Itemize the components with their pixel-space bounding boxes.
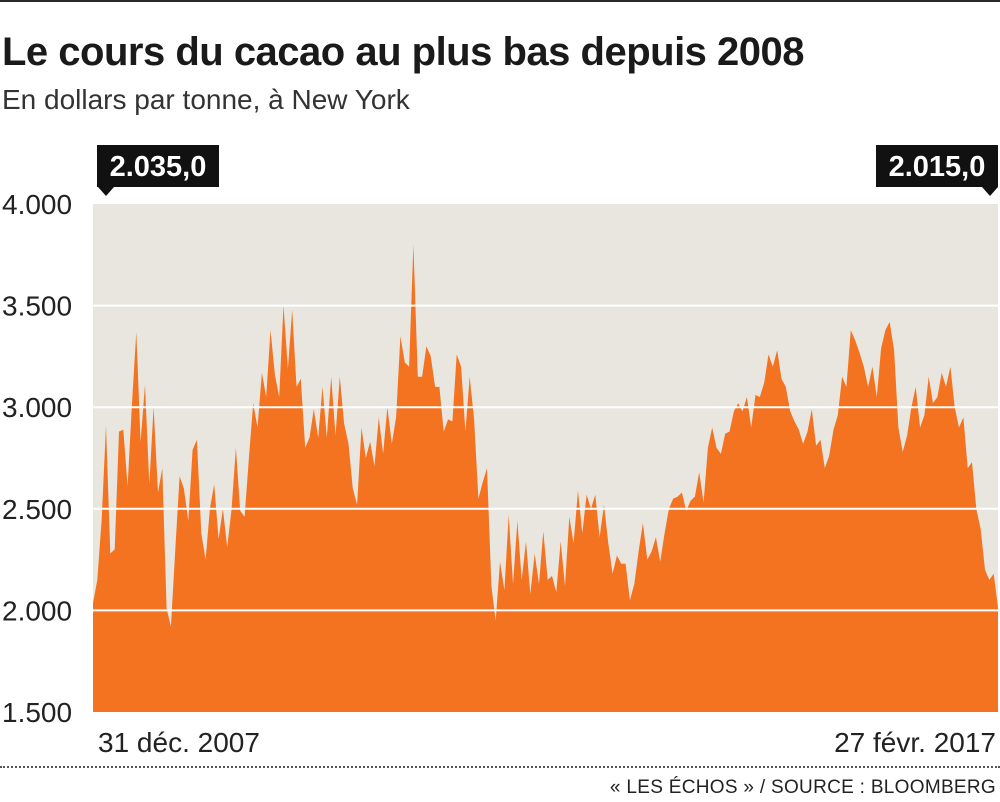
bottom-rule <box>0 766 1000 768</box>
top-rule <box>0 0 1000 2</box>
x-axis-start-label: 31 déc. 2007 <box>98 727 260 758</box>
source-credit: « LES ÉCHOS » / SOURCE : BLOOMBERG <box>609 777 996 798</box>
y-tick-label: 2.000 <box>2 595 72 626</box>
callout-pointer <box>982 187 998 196</box>
y-tick-label: 2.500 <box>2 494 72 525</box>
y-tick-label: 4.000 <box>2 189 72 220</box>
y-tick-label: 1.500 <box>2 697 72 728</box>
callout-end: 2.015,0 <box>876 145 998 196</box>
callout-value-label: 2.035,0 <box>110 151 207 183</box>
y-tick-label: 3.000 <box>2 392 72 423</box>
callouts: 2.035,0 2.015,0 <box>97 145 998 196</box>
chart-title: Le cours du cacao au plus bas depuis 200… <box>2 30 805 74</box>
callout-box <box>97 145 219 187</box>
x-axis-end-label: 27 févr. 2017 <box>834 727 996 758</box>
callout-pointer <box>98 187 114 196</box>
callout-box <box>876 145 998 187</box>
price-area <box>93 244 998 712</box>
y-axis-labels: 4.000 3.500 3.000 2.500 2.000 1.500 <box>2 189 72 728</box>
gridlines <box>93 304 998 612</box>
callout-start: 2.035,0 <box>97 145 219 196</box>
chart-subtitle: En dollars par tonne, à New York <box>2 84 410 115</box>
callout-value-label: 2.015,0 <box>889 151 986 183</box>
y-tick-label: 3.500 <box>2 291 72 322</box>
